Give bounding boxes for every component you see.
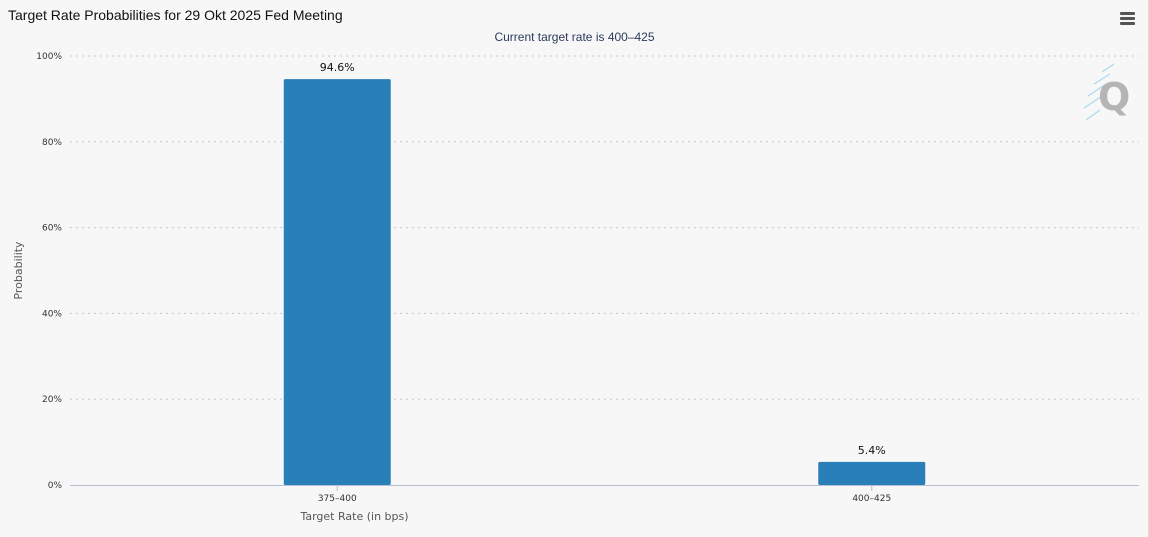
svg-text:Q: Q	[1098, 75, 1130, 119]
y-tick-label: 40%	[42, 309, 62, 319]
bar	[283, 79, 391, 485]
y-tick-label: 100%	[36, 52, 62, 62]
x-tick-label: 375–400	[318, 494, 357, 504]
y-axis-title: Probability	[12, 241, 25, 300]
x-tick-label: 400–425	[852, 494, 891, 504]
y-tick-label: 60%	[42, 224, 62, 234]
y-tick-label: 0%	[48, 481, 63, 491]
data-label: 5.4%	[858, 444, 886, 457]
chart-title: Target Rate Probabilities for 29 Okt 202…	[8, 7, 343, 23]
labels: 0% 20% 40% 60% 80% 100% 375–400 94.6% 400–425 5.4…	[36, 52, 891, 504]
quikstrike-logo-icon: Q	[1083, 63, 1130, 121]
data-label: 94.6%	[320, 61, 355, 74]
bar	[818, 461, 926, 485]
hamburger-menu-icon[interactable]	[1115, 9, 1141, 29]
bars	[283, 79, 926, 485]
y-tick-label: 80%	[42, 138, 62, 148]
chart-subtitle: Current target rate is 400–425	[494, 30, 655, 44]
grid-lines	[70, 55, 1139, 491]
x-axis-title: Target Rate (in bps)	[299, 510, 408, 523]
y-tick-label: 20%	[42, 395, 62, 405]
